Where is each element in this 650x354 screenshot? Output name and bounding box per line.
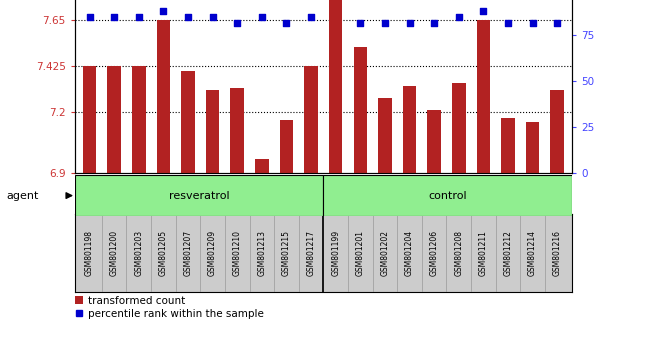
Text: GSM801216: GSM801216	[552, 230, 562, 276]
Point	[454, 14, 464, 20]
Text: GSM801200: GSM801200	[110, 230, 119, 276]
Text: GSM801214: GSM801214	[528, 230, 537, 276]
Point	[109, 14, 120, 20]
Point	[257, 14, 267, 20]
Text: GSM801203: GSM801203	[135, 230, 143, 276]
Bar	[255, 159, 268, 173]
Point	[429, 20, 439, 25]
Point	[232, 20, 242, 25]
Text: GSM801212: GSM801212	[504, 230, 512, 276]
Point	[404, 20, 415, 25]
Bar	[501, 118, 515, 173]
Point	[380, 20, 390, 25]
Point	[503, 20, 514, 25]
Text: GSM801198: GSM801198	[85, 230, 94, 276]
Text: GSM801217: GSM801217	[307, 230, 315, 276]
Text: GSM801201: GSM801201	[356, 230, 365, 276]
Text: GSM801213: GSM801213	[257, 230, 266, 276]
Point	[527, 20, 538, 25]
Text: GSM801215: GSM801215	[282, 230, 291, 276]
Point	[355, 20, 365, 25]
Text: GSM801202: GSM801202	[380, 230, 389, 276]
Text: GSM801206: GSM801206	[430, 230, 439, 276]
Bar	[428, 110, 441, 173]
Legend: transformed count, percentile rank within the sample: transformed count, percentile rank withi…	[75, 296, 264, 319]
Bar	[181, 71, 195, 173]
Text: resveratrol: resveratrol	[169, 190, 229, 201]
Bar	[452, 84, 465, 173]
Bar	[354, 47, 367, 173]
Bar	[107, 66, 121, 173]
Point	[158, 8, 168, 14]
Text: GSM801207: GSM801207	[183, 230, 192, 276]
Point	[281, 20, 292, 25]
Text: agent: agent	[6, 190, 39, 201]
Bar	[231, 87, 244, 173]
Point	[478, 8, 489, 14]
Point	[133, 14, 144, 20]
Point	[183, 14, 193, 20]
Text: control: control	[428, 190, 467, 201]
Text: GSM801208: GSM801208	[454, 230, 463, 276]
Text: GSM801209: GSM801209	[208, 230, 217, 276]
Bar	[206, 90, 219, 173]
Bar	[304, 66, 318, 173]
Bar	[75, 175, 324, 216]
Bar	[403, 86, 416, 173]
Bar	[83, 66, 96, 173]
Text: GSM801211: GSM801211	[479, 230, 488, 276]
Text: GSM801210: GSM801210	[233, 230, 242, 276]
Point	[84, 14, 95, 20]
Bar	[280, 120, 293, 173]
Point	[552, 20, 562, 25]
Bar	[157, 20, 170, 173]
Bar	[551, 90, 564, 173]
Bar	[329, 0, 343, 173]
Bar	[378, 98, 392, 173]
Bar	[132, 66, 146, 173]
Text: GSM801204: GSM801204	[405, 230, 414, 276]
Bar	[476, 20, 490, 173]
Bar	[324, 175, 572, 216]
Point	[306, 14, 317, 20]
Text: GSM801199: GSM801199	[332, 230, 340, 276]
Bar	[526, 122, 540, 173]
Point	[207, 14, 218, 20]
Text: GSM801205: GSM801205	[159, 230, 168, 276]
